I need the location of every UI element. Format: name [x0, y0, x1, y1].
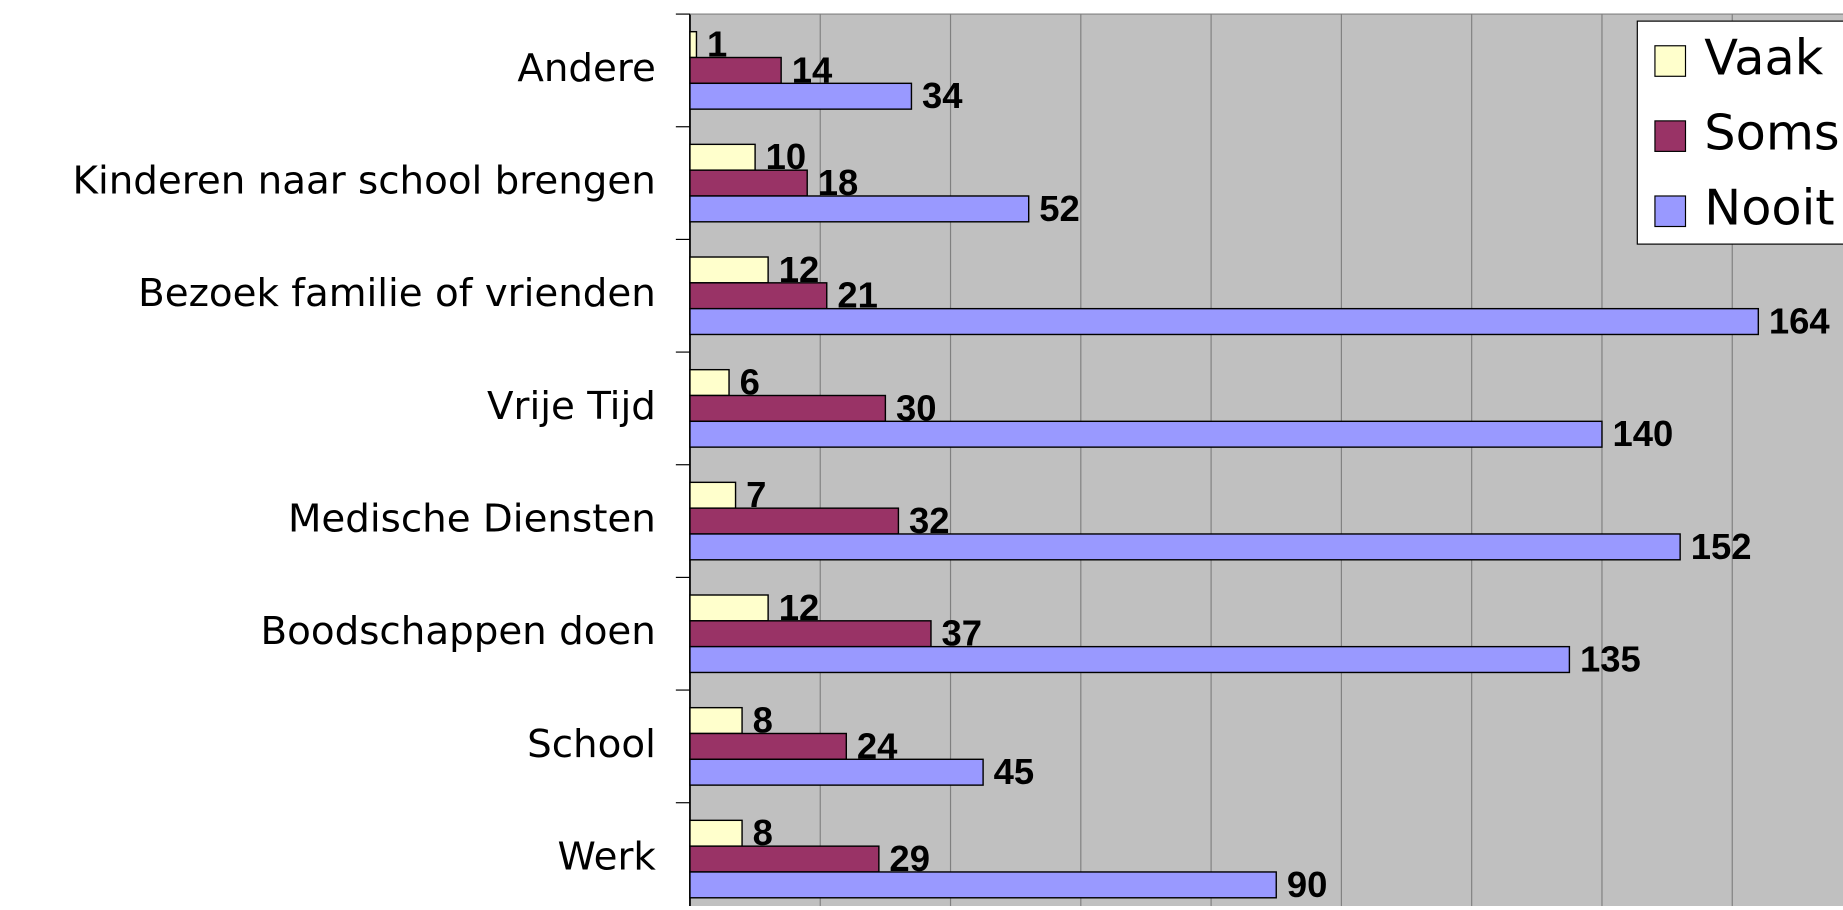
category-label: Kinderen naar school brengen: [73, 159, 656, 204]
bar: [689, 307, 1760, 336]
bar: [689, 620, 932, 648]
value-label: 140: [1613, 413, 1674, 454]
bar: [689, 507, 900, 535]
value-label: 135: [1580, 639, 1641, 680]
value-label: 6: [740, 362, 760, 403]
value-label: 8: [753, 700, 773, 741]
category-label: Werk: [558, 835, 657, 880]
legend-swatch: [1654, 195, 1687, 228]
category-label: School: [527, 722, 656, 767]
bar: [689, 732, 848, 761]
category-label: Vrije Tijd: [487, 384, 656, 429]
bar: [689, 594, 769, 622]
bar: [689, 819, 743, 847]
legend-label: Soms: [1704, 104, 1839, 162]
bar: [689, 282, 828, 310]
value-label: 1: [707, 24, 727, 65]
bar: [689, 758, 984, 786]
legend-swatch: [1654, 45, 1687, 77]
bar: [689, 82, 913, 110]
legend-label: Nooit: [1704, 179, 1834, 237]
bar: [689, 871, 1277, 899]
bar: [689, 706, 743, 735]
category-label: Boodschappen doen: [261, 609, 656, 654]
category-label: Bezoek familie of vrienden: [138, 271, 656, 316]
bar: [689, 533, 1681, 561]
bar: [689, 368, 730, 397]
value-label: 164: [1769, 301, 1831, 342]
value-label: 45: [994, 751, 1035, 792]
value-label: 34: [922, 75, 963, 116]
value-label: 52: [1039, 188, 1080, 229]
bar: [689, 645, 1571, 674]
bar: [689, 481, 737, 509]
bar: [689, 394, 887, 423]
value-label: 152: [1691, 526, 1752, 567]
bar: [689, 30, 698, 59]
category-label: Andere: [517, 46, 656, 91]
value-label: 90: [1287, 864, 1328, 905]
legend-swatch: [1654, 120, 1687, 152]
category-label: Medische Diensten: [288, 497, 656, 542]
bar: [689, 195, 1030, 223]
bar: [689, 169, 808, 197]
value-label: 8: [753, 812, 773, 853]
bar: [689, 420, 1603, 448]
value-label: 7: [746, 474, 766, 515]
bar: [689, 845, 880, 873]
bar: [689, 256, 769, 284]
bar: [689, 56, 782, 85]
legend-label: Vaak: [1704, 29, 1823, 87]
bar: [689, 143, 756, 171]
